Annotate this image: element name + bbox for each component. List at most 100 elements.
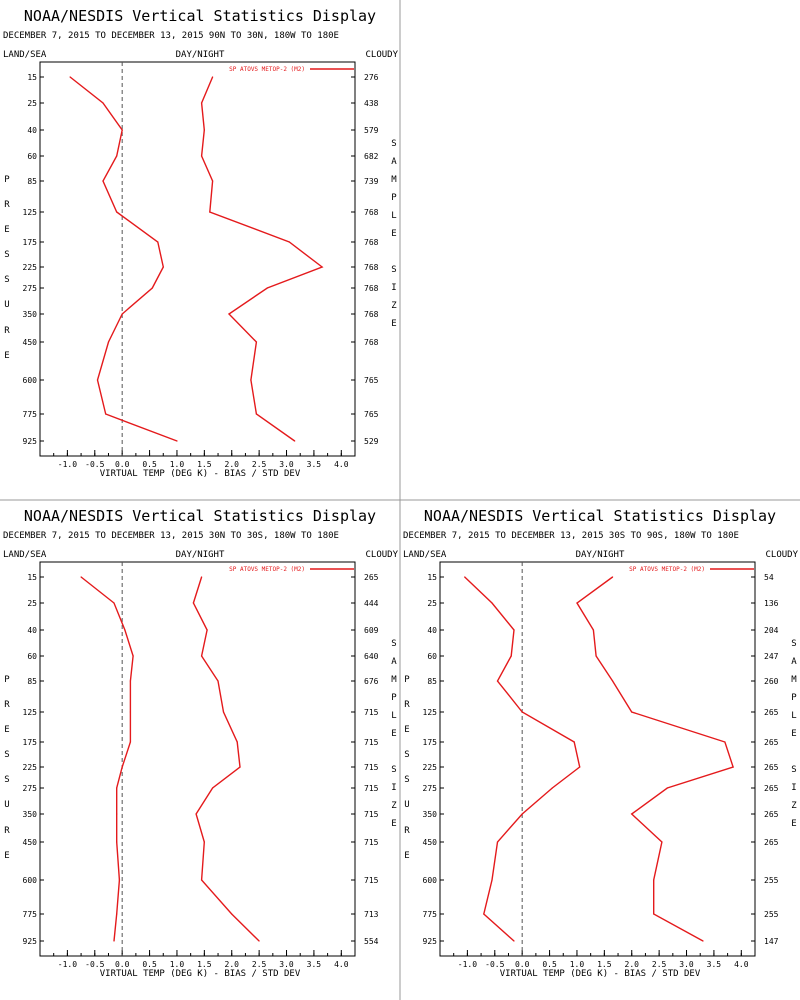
bias-point (579, 766, 581, 768)
bias-point (116, 211, 118, 213)
bias-point (107, 341, 110, 343)
sample-size-label: 609 (364, 626, 379, 635)
sample-size-label: 276 (364, 73, 379, 82)
y2-axis-letter: S (391, 639, 396, 649)
y-axis-letter: S (4, 275, 9, 285)
bias-point (113, 940, 115, 942)
y-axis-letter: R (404, 700, 410, 710)
pressure-level-label: 60 (427, 652, 437, 661)
y2-axis-letter: E (791, 729, 796, 739)
std-dev-point (724, 741, 726, 743)
pressure-level-label: 925 (23, 437, 38, 446)
std-dev-point (209, 211, 211, 213)
x-tick-label: -0.5 (485, 960, 504, 969)
pressure-level-label: 125 (423, 708, 438, 717)
std-dev-point (217, 680, 219, 682)
pressure-level-label: 25 (27, 599, 37, 608)
bias-point (573, 741, 575, 743)
sample-size-label: 715 (364, 763, 379, 772)
sample-size-label: 54 (764, 573, 774, 582)
x-tick-label: 4.0 (334, 960, 349, 969)
sample-size-label: 768 (364, 238, 379, 247)
x-tick-label: 3.0 (279, 460, 294, 469)
bias-point (116, 787, 118, 789)
x-axis-label: VIRTUAL TEMP (DEG K) - BIAS / STD DEV (500, 969, 701, 979)
legend-label: SP ATOVS METOP-2 (M2) (229, 566, 305, 573)
pressure-level-label: 25 (427, 599, 437, 608)
bias-point (96, 379, 99, 381)
bias-point (496, 680, 499, 682)
plot-frame (439, 561, 756, 957)
std-dev-point (576, 602, 578, 604)
bias-point (121, 129, 123, 131)
sample-size-label: 147 (764, 937, 779, 946)
pressure-level-label: 350 (23, 310, 38, 319)
sample-size-label: 768 (364, 338, 379, 347)
y2-axis-letter: S (791, 639, 796, 649)
y2-axis-letter: L (391, 711, 396, 721)
sample-size-label: 265 (764, 708, 779, 717)
x-tick-label: 1.0 (170, 460, 185, 469)
sample-size-label: 715 (364, 810, 379, 819)
std-dev-point (592, 629, 594, 631)
y2-axis-letter: E (391, 319, 396, 329)
bias-point (132, 655, 134, 657)
bias-point (496, 841, 499, 843)
pressure-level-label: 85 (27, 677, 37, 686)
bias-point (521, 813, 523, 815)
pressure-level-label: 600 (23, 876, 38, 885)
sample-size-label: 255 (764, 876, 779, 885)
pressure-level-label: 60 (27, 152, 37, 161)
y-axis-letter: S (404, 750, 409, 760)
x-tick-label: 3.5 (707, 960, 722, 969)
pressure-level-label: 25 (27, 99, 37, 108)
std-dev-point (255, 413, 257, 415)
std-dev-point (612, 680, 614, 682)
std-dev-point (201, 655, 203, 657)
bias-point (102, 102, 104, 104)
std-dev-point (228, 313, 230, 315)
std-dev-point (255, 341, 257, 343)
bias-point (80, 576, 82, 578)
std-dev-point (631, 813, 633, 815)
chart-subtitle: DECEMBER 7, 2015 TO DECEMBER 13, 2015 30… (3, 531, 339, 541)
display-title: NOAA/NESDIS Vertical Statistics Display (24, 507, 376, 525)
bias-point (129, 741, 131, 743)
std-dev-point (236, 741, 238, 743)
std-dev-point (212, 787, 214, 789)
std-dev-point (203, 841, 205, 843)
x-axis-label: VIRTUAL TEMP (DEG K) - BIAS / STD DEV (100, 469, 301, 479)
bias-point (513, 629, 515, 631)
x-tick-label: 3.0 (679, 960, 694, 969)
std-dev-line (576, 576, 734, 942)
bias-point (118, 879, 120, 881)
sample-size-label: 265 (764, 810, 779, 819)
std-dev-point (288, 241, 290, 243)
pressure-level-label: 175 (23, 738, 38, 747)
y-axis-letter: U (404, 800, 409, 810)
std-dev-line (192, 576, 260, 942)
pressure-level-label: 85 (27, 177, 37, 186)
y2-axis-letter: L (791, 711, 796, 721)
chart-panel-30s-90s: NOAA/NESDIS Vertical Statistics Display D… (403, 507, 799, 979)
x-tick-label: 1.0 (170, 960, 185, 969)
cloudy-label: CLOUDY (765, 550, 798, 560)
sample-size-label: 713 (364, 910, 379, 919)
x-tick-label: 3.5 (307, 960, 322, 969)
sample-size-label: 265 (764, 838, 779, 847)
y2-axis-letter: L (391, 211, 396, 221)
y2-axis-letter: M (791, 675, 797, 685)
pressure-level-label: 225 (23, 263, 38, 272)
x-tick-label: -1.0 (58, 960, 77, 969)
x-tick-label: 2.0 (225, 960, 240, 969)
plot-frame (39, 561, 356, 957)
sample-size-label: 765 (364, 410, 379, 419)
day-night-label: DAY/NIGHT (176, 550, 225, 560)
sample-size-label: 444 (364, 599, 379, 608)
y-axis-letter: E (404, 725, 409, 735)
y2-axis-letter: S (391, 139, 396, 149)
x-tick-label: -1.0 (58, 460, 77, 469)
land-sea-label: LAND/SEA (3, 550, 47, 560)
y2-axis-letter: Z (791, 801, 797, 811)
